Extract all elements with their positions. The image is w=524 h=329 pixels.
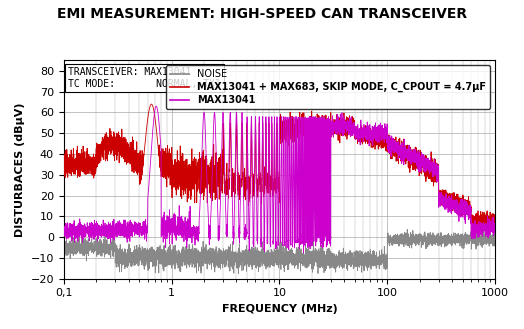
X-axis label: FREQUENCY (MHz): FREQUENCY (MHz): [222, 304, 337, 314]
Text: EMI MEASUREMENT: HIGH-SPEED CAN TRANSCEIVER: EMI MEASUREMENT: HIGH-SPEED CAN TRANSCEI…: [57, 7, 467, 21]
Y-axis label: DISTURBACES (dBμV): DISTURBACES (dBμV): [15, 102, 25, 237]
Legend: NOISE, MAX13041 + MAX683, SKIP MODE, C_CPOUT = 4.7μF, MAX13041: NOISE, MAX13041 + MAX683, SKIP MODE, C_C…: [166, 65, 490, 109]
Text: TRANSCEIVER: MAX13041
TC MODE:       NORMAL, TX1: TRANSCEIVER: MAX13041 TC MODE: NORMAL, T…: [68, 67, 221, 89]
